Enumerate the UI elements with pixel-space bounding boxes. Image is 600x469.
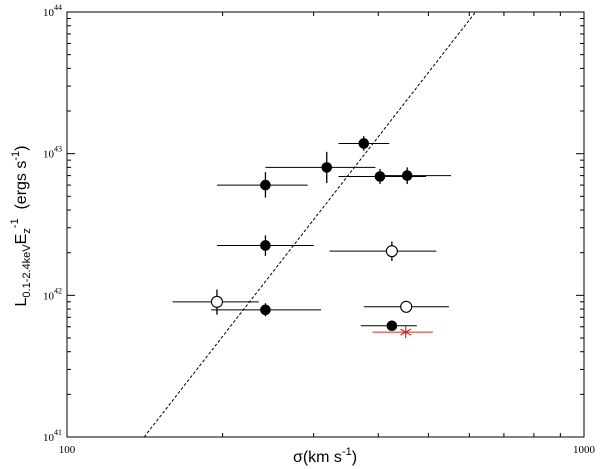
x-tick-label: 100 <box>59 444 76 456</box>
data-point-filled <box>321 162 333 173</box>
plot-frame <box>66 11 585 438</box>
x-tick-label: 1000 <box>573 444 596 456</box>
data-markers <box>210 138 413 339</box>
y-tick-label: 1044 <box>43 3 62 19</box>
data-point-filled <box>260 304 271 316</box>
y-axis-title-esup: -1 <box>9 218 21 228</box>
y-axis-title-esub: z <box>21 228 33 234</box>
data-point-filled <box>260 240 271 251</box>
data-point-asterisk <box>400 326 412 339</box>
axis-ticks <box>67 12 584 437</box>
data-point-open <box>385 245 398 258</box>
y-axis-title-units: (ergs s <box>13 161 30 219</box>
x-axis-title-close: ) <box>352 449 357 466</box>
y-axis-title-usup: -1 <box>10 151 22 161</box>
x-axis-title-main: σ(km s <box>293 449 342 466</box>
x-axis-title: σ(km s-1) <box>293 446 357 466</box>
fit-line <box>143 12 476 437</box>
y-tick-label: 1043 <box>43 145 62 161</box>
data-point-filled <box>374 171 386 182</box>
y-axis-title-uclose: ) <box>13 146 30 151</box>
data-point-open <box>210 295 223 308</box>
y-axis-title-l: L <box>13 297 30 306</box>
y-axis-title-lsub: 0.1-2.4keV <box>21 244 33 298</box>
data-point-filled <box>386 320 398 332</box>
data-point-open <box>400 300 413 313</box>
data-point-filled <box>260 179 271 191</box>
y-axis-title-e: E <box>13 234 30 245</box>
axis-tick-labels: 100 1000 1041 1042 1043 1044 <box>43 3 596 456</box>
data-point-filled <box>401 170 413 181</box>
y-axis-title: L0.1-2.4keVEz-1 (ergs s-1) <box>9 146 33 307</box>
y-tick-label: 1042 <box>43 286 62 302</box>
data-point-filled <box>358 138 370 149</box>
y-tick-label: 1041 <box>43 428 62 444</box>
x-axis-title-sup: -1 <box>342 446 352 458</box>
